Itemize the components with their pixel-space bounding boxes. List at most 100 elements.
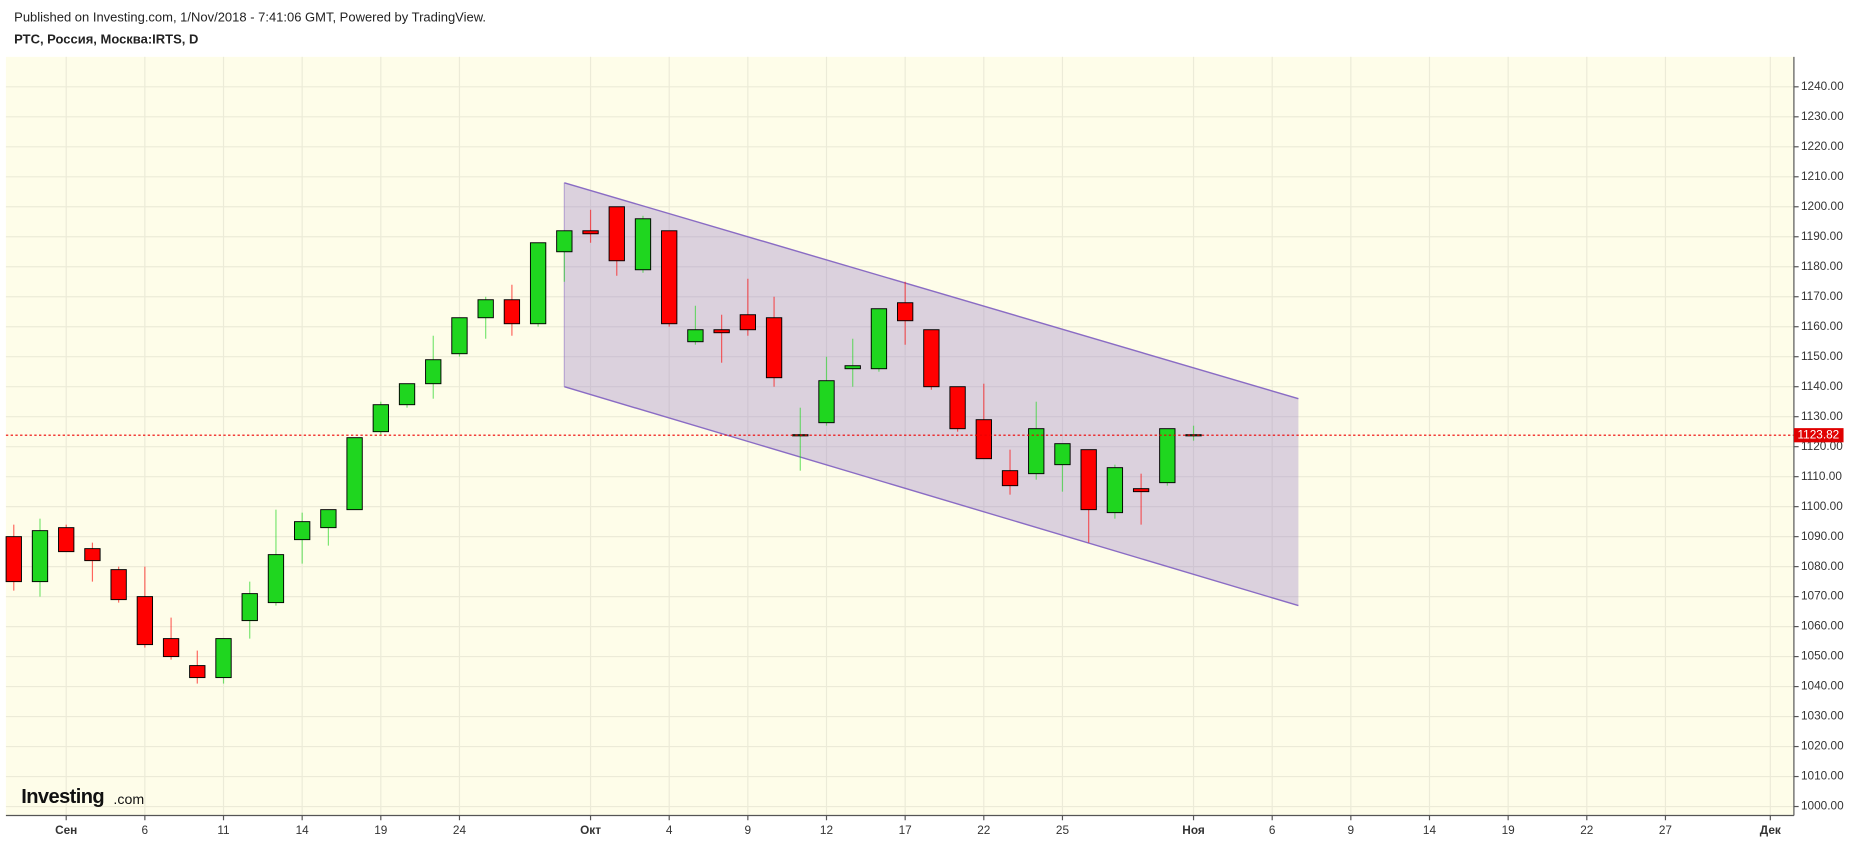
y-tick-label: 1170.00 xyxy=(1801,289,1843,303)
candle-body xyxy=(5,536,22,583)
channel-line xyxy=(564,386,1299,607)
candle-body xyxy=(1080,449,1097,511)
y-tick-label: 1140.00 xyxy=(1801,379,1843,393)
candle-body xyxy=(1001,470,1019,487)
x-tick-label: 14 xyxy=(1423,823,1437,837)
candle-body xyxy=(661,230,678,325)
x-tick-label: 14 xyxy=(296,823,310,837)
symbol-title: РТС, Россия, Москва:IRTS, D xyxy=(14,32,198,47)
candle-body xyxy=(1132,488,1150,493)
x-tick-label: 27 xyxy=(1659,823,1672,837)
grid xyxy=(5,56,1794,816)
last-price-badge xyxy=(1793,428,1844,443)
candle-body xyxy=(1106,467,1124,514)
candle-body xyxy=(896,302,914,322)
candle-body xyxy=(136,596,154,646)
candle-body xyxy=(556,230,573,253)
y-tick-label: 1110.00 xyxy=(1801,469,1842,483)
candle-body xyxy=(634,218,652,271)
y-tick-label: 1060.00 xyxy=(1801,619,1844,633)
candle-body xyxy=(608,206,625,262)
x-tick-label: 6 xyxy=(142,823,149,837)
y-tick-label: 1190.00 xyxy=(1801,229,1843,243)
candle-body xyxy=(687,329,704,343)
candle-body xyxy=(529,242,547,325)
candle-body xyxy=(398,383,416,406)
candle-body xyxy=(267,554,285,604)
candle-body xyxy=(949,386,966,430)
y-tick-label: 1030.00 xyxy=(1801,709,1844,723)
plot-area xyxy=(5,56,1794,816)
y-tick-label: 1210.00 xyxy=(1801,169,1844,183)
candle-body xyxy=(713,329,730,334)
candle-body xyxy=(84,548,101,562)
y-tick-label: 1150.00 xyxy=(1801,349,1843,363)
x-tick-label: 4 xyxy=(666,823,673,837)
y-tick-label: 1180.00 xyxy=(1801,259,1843,273)
watermark: Investing xyxy=(21,786,104,808)
candle-body xyxy=(31,530,49,583)
x-tick-label: Сен xyxy=(55,823,77,837)
y-tick-label: 1010.00 xyxy=(1801,769,1844,783)
x-tick-label: Дек xyxy=(1760,823,1781,837)
x-tick-label: Ноя xyxy=(1182,823,1205,837)
x-tick-label: 19 xyxy=(1502,823,1515,837)
candle-body xyxy=(975,419,992,460)
y-tick-label: 1130.00 xyxy=(1801,409,1843,423)
published-note: Published on Investing.com, 1/Nov/2018 -… xyxy=(14,9,486,24)
candle-body xyxy=(451,317,468,355)
y-tick-label: 1070.00 xyxy=(1801,589,1844,603)
y-tick-label: 1160.00 xyxy=(1801,319,1843,333)
y-tick-label: 1050.00 xyxy=(1801,649,1844,663)
y-tick-label: 1100.00 xyxy=(1801,499,1843,513)
candle-body xyxy=(477,299,494,319)
last-price-label: 1123.82 xyxy=(1797,427,1839,441)
candle-body xyxy=(870,308,888,370)
candle-body xyxy=(215,638,232,679)
x-tick-label: 22 xyxy=(977,823,990,837)
y-tick-label: 1090.00 xyxy=(1801,529,1844,543)
candle-body xyxy=(162,638,180,658)
candle-body xyxy=(582,230,599,235)
candle-body xyxy=(58,527,75,553)
x-tick-label: 9 xyxy=(1348,823,1355,837)
candle-body xyxy=(739,314,757,331)
x-tick-label: 22 xyxy=(1580,823,1593,837)
watermark-suffix: .com xyxy=(113,792,144,808)
candle-body xyxy=(923,329,940,388)
y-tick-label: 1240.00 xyxy=(1801,79,1844,93)
candle-body xyxy=(503,299,521,325)
x-tick-label: 17 xyxy=(899,823,912,837)
y-tick-label: 1200.00 xyxy=(1801,199,1844,213)
candle-body xyxy=(425,359,442,385)
x-tick-label: 19 xyxy=(374,823,387,837)
x-tick-label: 12 xyxy=(820,823,833,837)
candle-body xyxy=(1159,428,1176,484)
x-tick-label: 9 xyxy=(745,823,752,837)
y-tick-label: 1040.00 xyxy=(1801,679,1844,693)
candle-body xyxy=(320,509,337,529)
candle-body xyxy=(110,569,127,601)
candle-body xyxy=(241,593,258,622)
y-tick-label: 1080.00 xyxy=(1801,559,1844,573)
candle-body xyxy=(1054,443,1071,466)
x-tick-label: 24 xyxy=(453,823,467,837)
x-tick-label: Окт xyxy=(580,823,601,837)
x-tick-label: 25 xyxy=(1056,823,1070,837)
candle-body xyxy=(346,437,363,511)
y-tick-label: 1000.00 xyxy=(1801,799,1844,813)
marks xyxy=(5,182,1794,684)
y-tick-label: 1020.00 xyxy=(1801,739,1844,753)
candle-body xyxy=(372,404,389,433)
x-tick-label: 6 xyxy=(1269,823,1276,837)
candle-body xyxy=(844,365,861,370)
candle-body xyxy=(1028,428,1045,475)
candle-body xyxy=(765,317,783,379)
y-tick-label: 1220.00 xyxy=(1801,139,1844,153)
candle-body xyxy=(294,521,311,541)
y-tick-label: 1230.00 xyxy=(1801,109,1844,123)
candle-body xyxy=(818,380,835,424)
candle-body xyxy=(189,665,206,679)
